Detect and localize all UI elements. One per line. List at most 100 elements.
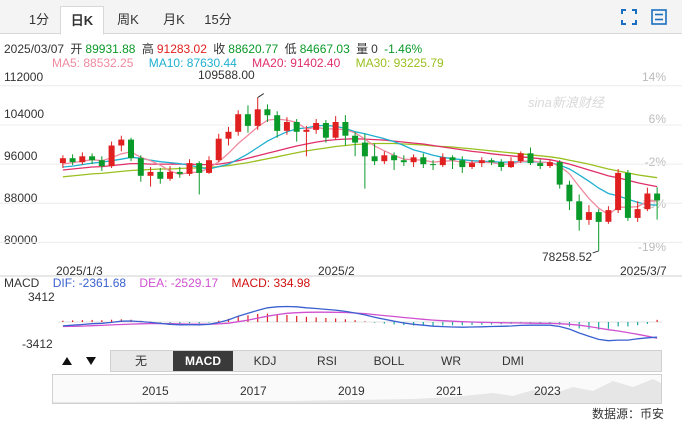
candle-body [595,212,602,222]
candle-body [381,155,388,162]
indicator-macd[interactable]: MACD [173,351,233,371]
macd-top-label: 3412 [28,290,55,304]
low-marker [592,250,599,254]
low-label: 低 [284,42,297,56]
candle-body [508,161,514,168]
candle-body [322,123,329,138]
y-tick-label: 80000 [4,233,38,247]
candle-body [576,201,583,220]
candle-body [342,122,349,136]
fullscreen-icon[interactable] [620,8,638,26]
pct-tick-label: -2% [644,155,666,169]
pct-tick-label: -19% [637,240,666,254]
candle-body [206,160,212,173]
high-value: 91283.02 [156,42,207,56]
timeline-history-sparkline [53,379,661,403]
dif-value: DIF: -2361.68 [52,276,127,290]
candle-body [624,172,631,218]
tab-1min[interactable]: 1分 [28,12,50,27]
candle-body [235,114,242,132]
candle-body [225,131,232,139]
indicator-dmi[interactable]: DMI [502,354,524,368]
tab-daily-k[interactable]: 日K [60,6,104,35]
ma-legend: MA5: 88532.25 MA10: 87630.44 MA20: 91402… [52,56,456,70]
candle-body [215,138,222,161]
candle-body [644,193,651,210]
macd-bottom-label: -3412 [22,337,53,351]
candle-body [654,193,661,201]
vol-label: 量 [356,42,369,56]
high-annotation: 109588.00 [198,68,255,82]
tab-weekly-k[interactable]: 周K [117,12,139,27]
candle-body [196,163,203,173]
candle-body [89,156,96,161]
candle-body [167,171,173,179]
date-mid: 2025/2 [318,264,355,278]
tab-15min[interactable]: 15分 [204,12,232,27]
tab-monthly-k[interactable]: 月K [163,12,185,27]
chart-grid [0,85,682,277]
candle-body [137,158,144,176]
y-tick-label: 104000 [4,107,45,121]
macd-value: MACD: 334.98 [231,276,311,290]
candle-body [264,109,271,116]
candle-body [361,142,368,157]
candle-body [352,135,359,143]
candle-body [128,139,134,159]
candle-body [430,164,436,166]
indicator-wr[interactable]: WR [441,354,461,368]
candle-body [469,163,475,167]
settings-icon[interactable] [650,8,668,26]
dif-line [62,305,658,342]
date-start: 2025/1/3 [56,264,103,278]
timeline-navigator[interactable] [52,374,662,404]
indicator-none[interactable]: 无 [134,354,147,368]
candle-body [69,158,76,163]
candle-body [186,163,193,174]
candle-body [59,158,66,164]
data-source: 数据源：币安 [591,407,664,421]
ma30-legend: MA30: 93225.79 [355,56,444,70]
candle-body [556,162,563,185]
candle-body [400,160,407,163]
candle-body [391,155,398,161]
high-label: 高 [141,42,154,56]
candle-body [118,139,125,146]
candle-body [449,157,456,161]
kline-chart[interactable] [0,0,682,345]
candle-body [303,129,310,132]
low-value: 84667.03 [299,42,350,56]
year-label: 2019 [338,384,365,398]
year-label: 2017 [240,384,267,398]
y-tick-label: 96000 [4,149,38,163]
year-label: 2015 [142,384,169,398]
indicator-rsi[interactable]: RSI [316,354,337,368]
indicator-boll[interactable]: BOLL [373,354,405,368]
candle-body [98,160,105,167]
open-value: 89931.88 [85,42,136,56]
high-marker [257,93,264,99]
candle-body [439,157,446,166]
vol-value: 0 [371,42,378,56]
candle-body [283,122,290,131]
candle-body [605,210,612,222]
candle-body [420,157,427,165]
candle-body [498,162,505,167]
pct-tick-label: 14% [641,70,666,84]
year-label: 2023 [534,384,561,398]
candles [59,93,661,254]
ma30-line [62,142,658,179]
candle-body [157,171,164,179]
scroll-up-arrow-icon[interactable] [58,352,76,370]
candle-body [293,122,300,132]
open-label: 开 [70,42,83,56]
ma20-legend: MA20: 91402.40 [252,56,341,70]
ma5-legend: MA5: 88532.25 [52,56,134,70]
dea-line [62,311,658,339]
scroll-down-arrow-icon[interactable] [82,352,100,370]
candle-body [108,145,115,167]
macd-panel [58,305,662,342]
candle-body [517,153,524,162]
indicator-kdj[interactable]: KDJ [253,354,277,368]
candle-body [410,157,417,163]
